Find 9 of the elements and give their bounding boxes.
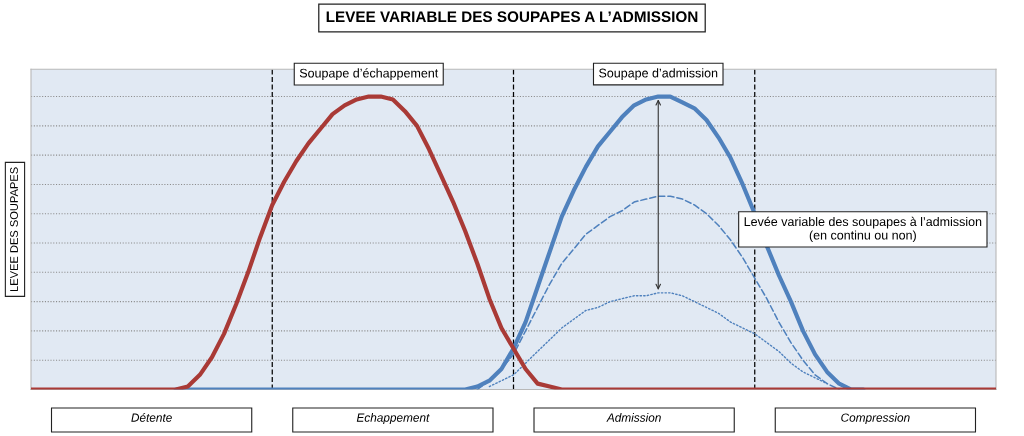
x-tick-label: Admission (606, 413, 661, 422)
x-tick-label: Echappement (356, 413, 430, 425)
series-label: Soupape d’admission (599, 68, 718, 80)
y-axis-title: LEVEE DES SOUPAPES (10, 167, 18, 292)
x-tick-label: Détente (131, 412, 172, 422)
chart-title: LEVEE VARIABLE DES SOUPAPES A L’ADMISSION (326, 11, 698, 23)
x-tick-label: Compression (841, 413, 910, 425)
series-label: Soupape d’échappement (299, 68, 439, 80)
annotation: Levée variable des soupapes à l’admission (en continu ou non) (744, 216, 982, 243)
